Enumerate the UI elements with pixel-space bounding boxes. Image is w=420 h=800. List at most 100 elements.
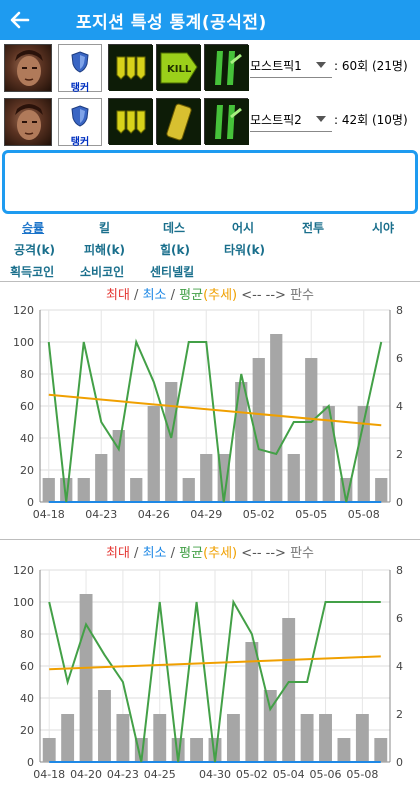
y-tick-label-right: 6 xyxy=(396,352,403,365)
y-tick-label-right: 4 xyxy=(396,400,403,413)
legend-separator: / xyxy=(129,288,143,303)
y-tick-label-right: 8 xyxy=(396,304,403,317)
bar-games xyxy=(263,690,277,762)
tab-assist[interactable]: 어시 xyxy=(232,221,255,235)
bar-games xyxy=(287,454,300,502)
y-tick-label-right: 0 xyxy=(396,756,403,769)
bar-games xyxy=(226,714,240,762)
chart-legend: 최대 / 최소 / 평균(추세) <-- --> 판수 xyxy=(0,284,420,303)
most-pick-select-2[interactable]: 모스트픽2 xyxy=(250,106,332,132)
bar-games xyxy=(374,738,388,762)
y-tick-label-left: 80 xyxy=(20,628,34,641)
bar-games xyxy=(300,714,314,762)
rune-coin-icon[interactable] xyxy=(156,98,201,145)
tab-tower[interactable]: 타워(k) xyxy=(224,243,266,257)
stat-chart-1[interactable]: 0 20 40 60 80 100 120 0 2 4 6 8 04-18 04-23 04-26 04-29… xyxy=(0,300,420,532)
y-tick-label-left: 60 xyxy=(20,400,34,413)
y-tick-label-left: 0 xyxy=(27,756,34,769)
bar-games xyxy=(305,358,318,502)
x-tick-label: 04-29 xyxy=(190,508,222,521)
series-line-avg xyxy=(47,338,383,503)
y-tick-label-right: 0 xyxy=(396,496,403,509)
most-pick-row-1: 탱커 KILL 모스트픽1 : 60회 (21명) xyxy=(0,40,420,94)
shield-icon xyxy=(71,51,89,73)
role-badge: 탱커 xyxy=(58,44,102,94)
y-tick-label-left: 20 xyxy=(20,724,34,737)
bar-games xyxy=(95,454,108,502)
legend-arrow: <-- --> xyxy=(237,546,291,561)
y-tick-label-right: 6 xyxy=(396,612,403,625)
tab-sentinel-kill[interactable]: 센티넬킬 xyxy=(150,265,195,279)
page-title: 포지션 특성 통계(공식전) xyxy=(76,12,267,33)
tab-attack[interactable]: 공격(k) xyxy=(14,243,56,257)
x-tick-label: 05-06 xyxy=(310,768,342,781)
bar-games xyxy=(112,430,125,502)
y-tick-label-left: 40 xyxy=(20,692,34,705)
x-tick-label: 04-26 xyxy=(138,508,170,521)
tab-coin-spent[interactable]: 소비코인 xyxy=(80,265,125,279)
champion-portrait[interactable] xyxy=(4,98,52,146)
champion-portrait[interactable] xyxy=(4,44,52,92)
rune-boost-icon[interactable] xyxy=(204,98,249,145)
bar-games xyxy=(147,406,160,502)
bar-games xyxy=(282,618,296,762)
tab-combat[interactable]: 전투 xyxy=(302,221,325,235)
tab-vision[interactable]: 시야 xyxy=(372,221,395,235)
role-label: 탱커 xyxy=(70,137,90,148)
series-line-avg xyxy=(48,598,381,763)
bar-games xyxy=(165,382,178,502)
x-tick-label: 04-18 xyxy=(33,768,65,781)
tab-kill[interactable]: 킬 xyxy=(99,221,111,235)
x-tick-label: 04-23 xyxy=(107,768,139,781)
bar-games xyxy=(208,738,222,762)
y-tick-label-right: 8 xyxy=(396,564,403,577)
stat-tabs: 승률 킬 데스 어시 전투 시야 공격(k) 피해(k) 힐(k) 타워(k) … xyxy=(0,216,420,282)
bar-games xyxy=(200,454,213,502)
y-tick-label-left: 120 xyxy=(13,304,34,317)
back-button[interactable] xyxy=(0,0,40,40)
champion-face-icon xyxy=(15,50,43,86)
bar-games xyxy=(252,358,265,502)
bar-games xyxy=(190,738,204,762)
chart-legend: 최대 / 최소 / 평균(추세) <-- --> 판수 xyxy=(0,542,420,561)
bar-games xyxy=(79,594,93,762)
bar-games xyxy=(322,406,335,502)
select-value: 모스트픽1 xyxy=(250,59,302,73)
stat-chart-2[interactable]: 0 20 40 60 80 100 120 0 2 4 6 8 04-18 04-20 04-23 04-25… xyxy=(0,558,420,796)
most-pick-select-1[interactable]: 모스트픽1 xyxy=(250,52,332,78)
select-value: 모스트픽2 xyxy=(250,113,302,127)
bar-games xyxy=(245,642,259,762)
y-tick-label-right: 2 xyxy=(396,448,403,461)
tab-winrate[interactable]: 승률 xyxy=(22,221,45,235)
y-tick-label-left: 120 xyxy=(13,564,34,577)
rune-boost-icon[interactable] xyxy=(204,44,249,91)
legend-separator: / xyxy=(166,288,180,303)
bar-games xyxy=(171,738,185,762)
x-tick-label: 05-04 xyxy=(273,768,305,781)
y-tick-label-left: 60 xyxy=(20,660,34,673)
bar-games xyxy=(355,714,369,762)
x-tick-label: 04-25 xyxy=(144,768,176,781)
divider xyxy=(0,539,420,540)
comment-box[interactable] xyxy=(2,150,418,214)
champion-face-icon xyxy=(15,104,43,140)
legend-trend: (추세) xyxy=(203,546,238,561)
rune-attack-icon[interactable] xyxy=(108,44,153,91)
tab-heal[interactable]: 힐(k) xyxy=(160,243,190,257)
bar-games xyxy=(77,478,90,502)
rune-kill-icon[interactable]: KILL xyxy=(156,44,201,91)
rune-attack-icon[interactable] xyxy=(108,98,153,145)
bar-games xyxy=(116,714,130,762)
tab-death[interactable]: 데스 xyxy=(163,221,186,235)
tab-coin-earned[interactable]: 획득코인 xyxy=(10,265,55,279)
bar-games xyxy=(357,406,370,502)
bar-games xyxy=(182,478,195,502)
legend-avg: 평균 xyxy=(179,546,204,561)
y-tick-label-left: 20 xyxy=(20,464,34,477)
tab-damage[interactable]: 피해(k) xyxy=(84,243,126,257)
trend-line xyxy=(49,655,381,671)
bar-games xyxy=(61,714,75,762)
legend-max: 최대 xyxy=(105,288,130,303)
legend-min: 최소 xyxy=(142,546,167,561)
x-tick-label: 05-02 xyxy=(243,508,275,521)
